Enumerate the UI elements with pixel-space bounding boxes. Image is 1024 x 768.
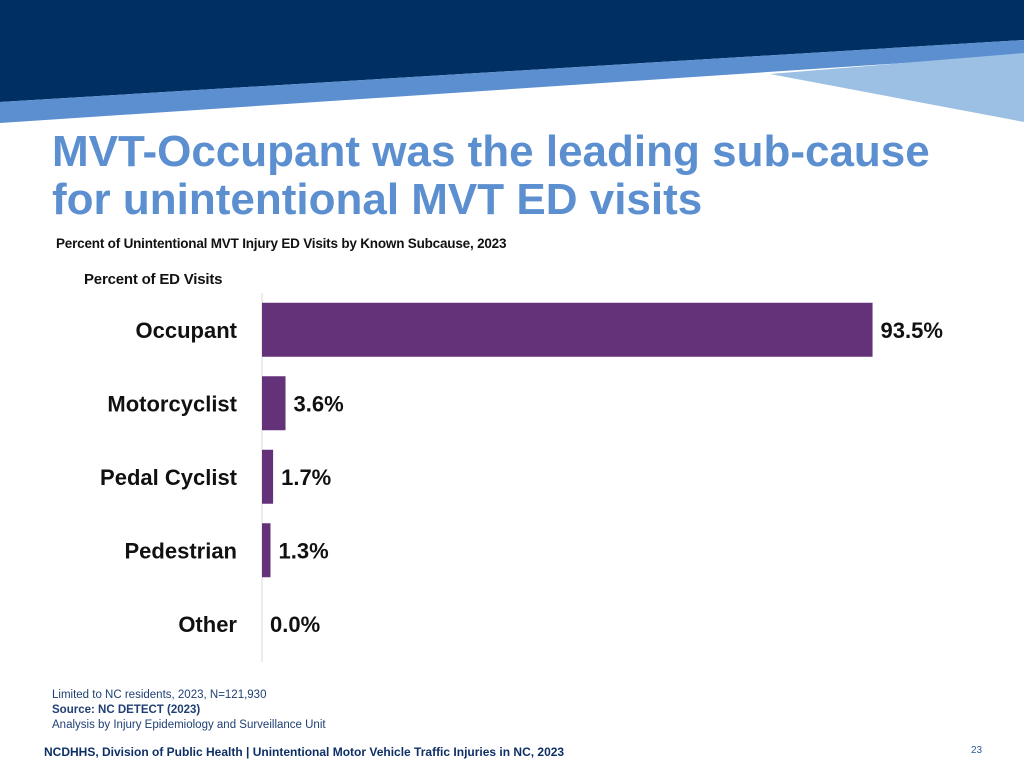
bar-occupant <box>262 302 873 357</box>
bar-pedestrian <box>262 523 271 578</box>
bar-pedal-cyclist <box>262 449 274 504</box>
chart-title: Percent of Unintentional MVT Injury ED V… <box>56 236 507 251</box>
category-label-occupant: Occupant <box>136 318 238 343</box>
banner-blue-stripe <box>0 40 1024 123</box>
banner-dark-band <box>0 0 1024 102</box>
page-number: 23 <box>971 745 983 756</box>
data-label-other: 0.0% <box>270 612 320 637</box>
notes-analysis: Analysis by Injury Epidemiology and Surv… <box>52 719 326 731</box>
value-axis-label: Percent of ED Visits <box>84 271 223 288</box>
bar-marks: Occupant 93.5% Motorcyclist 3.6% Pedal Cycli… <box>100 302 943 637</box>
header-banner <box>0 0 1024 123</box>
footer-text: NCDHHS, Division of Public Health | Unin… <box>44 745 565 759</box>
category-label-other: Other <box>178 612 237 637</box>
data-label-motorcyclist: 3.6% <box>294 391 344 416</box>
slide-title-line-2: for unintentional MVT ED visits <box>52 175 703 224</box>
bar-motorcyclist <box>262 376 286 431</box>
category-label-motorcyclist: Motorcyclist <box>107 391 237 416</box>
notes-block: Limited to NC residents, 2023, N=121,930… <box>52 688 326 733</box>
slide-title: MVT-Occupant was the leading sub-cause f… <box>52 128 1002 224</box>
slide-title-line-1: MVT-Occupant was the leading sub-cause <box>52 127 930 176</box>
notes-source: Source: NC DETECT (2023) <box>52 704 201 716</box>
category-label-pedestrian: Pedestrian <box>125 538 238 563</box>
category-label-pedal-cyclist: Pedal Cyclist <box>100 465 238 490</box>
data-label-pedestrian: 1.3% <box>278 538 328 563</box>
data-label-pedal-cyclist: 1.7% <box>281 465 331 490</box>
notes-population: Limited to NC residents, 2023, N=121,930 <box>52 689 267 701</box>
banner-light-wedge <box>770 53 1024 122</box>
data-label-occupant: 93.5% <box>881 318 943 343</box>
